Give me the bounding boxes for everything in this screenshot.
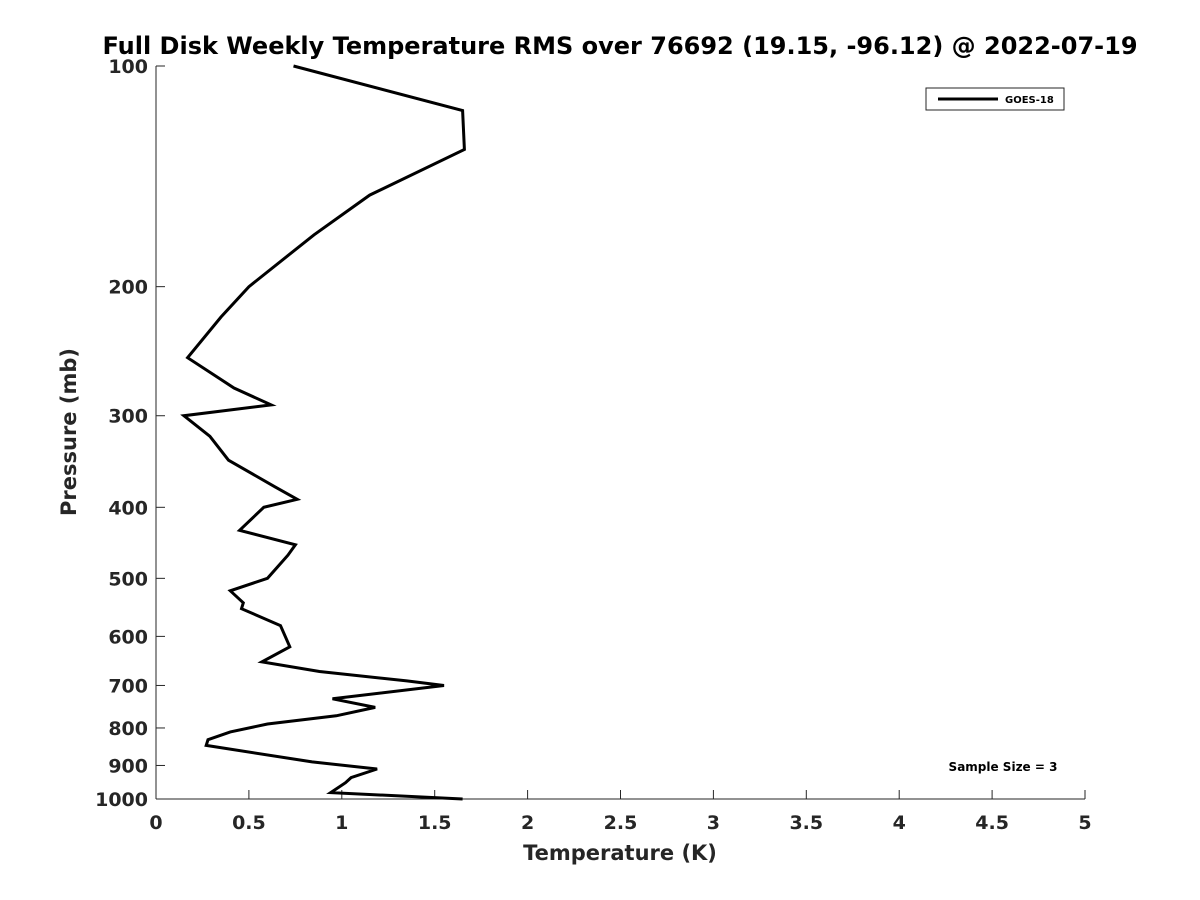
- chart-title: Full Disk Weekly Temperature RMS over 76…: [102, 32, 1137, 60]
- y-axis-label: Pressure (mb): [57, 348, 81, 516]
- y-tick-label: 100: [108, 56, 148, 78]
- x-tick-label: 1: [335, 812, 348, 834]
- x-tick-label: 3.5: [789, 812, 823, 834]
- y-tick-label: 400: [108, 497, 148, 519]
- y-tick-label: 1000: [95, 789, 148, 811]
- y-tick-label: 300: [108, 406, 148, 428]
- sample-size-annotation: Sample Size = 3: [949, 760, 1058, 774]
- y-tick-label: 600: [108, 626, 148, 648]
- x-tick-label: 2: [521, 812, 534, 834]
- legend-label-goes18: GOES-18: [1005, 95, 1054, 106]
- plot-area: [156, 66, 1085, 799]
- y-tick-label: 700: [108, 675, 148, 697]
- x-axis-label: Temperature (K): [523, 841, 717, 865]
- x-tick-label: 2.5: [604, 812, 638, 834]
- y-tick-label: 900: [108, 755, 148, 777]
- y-tick-label: 800: [108, 718, 148, 740]
- y-ticks: 100 200 300 400 500 600 700 800 900 1000: [95, 56, 165, 811]
- series-layer: [180, 64, 466, 801]
- x-tick-label: 5: [1078, 812, 1091, 834]
- x-ticks: 0 0.5 1 1.5 2 2.5 3 3.5 4 4.5 5: [149, 790, 1092, 834]
- x-tick-label: 0: [149, 812, 162, 834]
- x-tick-label: 1.5: [418, 812, 452, 834]
- series-line-goes-18: [180, 64, 466, 801]
- x-tick-label: 4: [893, 812, 906, 834]
- x-tick-label: 4.5: [975, 812, 1009, 834]
- y-tick-label: 200: [108, 277, 148, 299]
- x-tick-label: 0.5: [232, 812, 266, 834]
- legend: GOES-18: [925, 87, 1065, 111]
- y-tick-label: 500: [108, 568, 148, 590]
- x-tick-label: 3: [707, 812, 720, 834]
